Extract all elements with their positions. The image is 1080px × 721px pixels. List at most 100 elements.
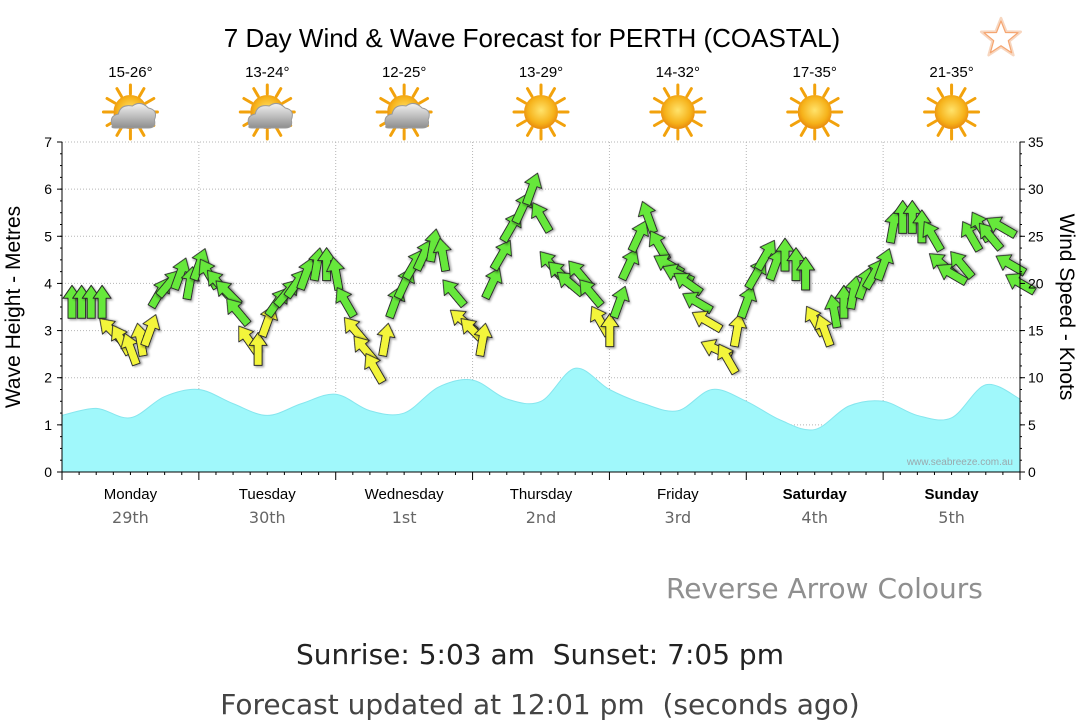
right-tick-label: 35 (1028, 134, 1044, 150)
x-tick-label-day: Friday (657, 486, 699, 503)
wind-arrow-shape (579, 279, 605, 309)
sun-ray (144, 97, 156, 105)
partly-cloudy-icon (101, 83, 159, 141)
x-tick-label-date: 29th (112, 508, 149, 527)
wind-arrow (579, 279, 605, 309)
wind-arrow (335, 287, 358, 319)
right-tick-labels: 0 5 10 15 20 25 30 35 (1020, 134, 1044, 480)
sunny-icon (923, 83, 981, 141)
wind-arrow-shape (912, 209, 932, 244)
sun-ray (926, 97, 938, 105)
cloud-shape (384, 102, 430, 129)
reverse-arrow-colours-link[interactable]: Reverse Arrow Colours (666, 572, 983, 605)
wind-arrow (376, 322, 396, 357)
wind-arrow (796, 256, 816, 291)
wind-arrow (248, 331, 268, 366)
right-tick-label: 30 (1028, 181, 1044, 197)
x-tick-label-date: 5th (938, 508, 965, 527)
sun-ray (685, 126, 693, 137)
sun-ray (799, 87, 808, 98)
wind-arrow-shape (682, 292, 714, 315)
wind-arrow-shape (873, 248, 894, 282)
wind-wave-chart: 7 Day Wind & Wave Forecast for PERTH (CO… (2, 16, 1078, 527)
sun-ray (662, 126, 671, 137)
partly-cloudy-icon (375, 83, 433, 141)
wind-arrow (986, 216, 1018, 239)
sun-ray (389, 126, 397, 137)
sun-ray (652, 119, 664, 127)
sun-ray (936, 87, 945, 98)
sun-disc (797, 95, 832, 129)
wind-arrow (995, 254, 1028, 277)
left-tick-label: 4 (44, 275, 52, 291)
wind-arrow-shape (248, 331, 268, 366)
left-tick-label: 1 (44, 417, 52, 433)
x-tick-label-date: 30th (249, 508, 286, 527)
cloud-shape (110, 102, 157, 129)
sun-ray (418, 97, 430, 105)
right-tick-label: 0 (1028, 464, 1036, 480)
wind-arrow-shape (376, 322, 396, 357)
wind-arrow-shape (950, 251, 976, 280)
sun-ray (105, 97, 117, 105)
wind-arrow-shape (627, 220, 649, 253)
right-tick-label: 5 (1028, 417, 1036, 433)
sun-ray (379, 97, 391, 105)
x-tick-label-day: Sunday (924, 486, 979, 503)
sun-ray (828, 119, 840, 127)
sun-ray (389, 87, 397, 98)
sun-ray (965, 119, 977, 127)
wind-arrow-shape (728, 313, 748, 348)
day-temp-range: 17-35° (793, 64, 837, 81)
wind-arrow-shape (618, 248, 640, 282)
left-tick-label: 0 (44, 464, 52, 480)
sun-ray (516, 97, 527, 105)
sun-ray (555, 119, 566, 127)
wind-arrow (92, 284, 112, 319)
sun-ray (548, 87, 556, 98)
wave-height-area (61, 367, 1021, 473)
sun-ray (789, 97, 801, 105)
sun-ray (822, 126, 830, 137)
sun-ray (822, 87, 830, 98)
right-tick-label: 15 (1028, 323, 1044, 339)
wind-arrows (62, 172, 1037, 385)
sun-ray (115, 87, 123, 98)
wind-arrow-shape (814, 314, 835, 348)
sun-ray (252, 87, 260, 98)
wind-arrow-shape (609, 285, 630, 320)
wind-arrow (627, 220, 649, 253)
x-tick-label-date: 3rd (665, 508, 692, 527)
sun-ray (959, 87, 967, 98)
sun-ray (828, 97, 840, 105)
wind-arrow-shape (600, 313, 620, 348)
y-axis-label-left: Wave Height - Metres (2, 206, 25, 408)
day-temp-range: 15-26° (108, 64, 152, 81)
wind-arrow-shape (995, 254, 1028, 277)
wind-arrow (922, 221, 945, 253)
forecast-updated-text: Forecast updated at 12:01 pm (seconds ag… (220, 688, 860, 721)
sun-ray (137, 87, 146, 98)
wind-arrow (364, 353, 387, 385)
sun-ray (411, 87, 420, 98)
sun-ray (789, 119, 801, 127)
x-tick-label-day: Saturday (783, 486, 848, 503)
favorite-star-icon[interactable] (979, 16, 1023, 57)
right-tick-label: 20 (1028, 275, 1044, 291)
day-temp-range: 14-32° (656, 64, 700, 81)
sun-ray (526, 87, 534, 98)
wind-arrow (226, 298, 252, 328)
wind-arrow (432, 237, 452, 273)
sunrise-sunset-text: Sunrise: 5:03 am Sunset: 7:05 pm (296, 638, 784, 671)
x-tick-label-day: Tuesday (239, 486, 296, 503)
wind-arrow (609, 285, 630, 320)
wind-arrow (912, 209, 932, 244)
sun-ray (115, 126, 123, 137)
wind-arrow-shape (986, 216, 1018, 239)
wind-arrow (140, 314, 161, 348)
x-tick-marks (61, 472, 1021, 480)
wind-arrow-shape (92, 284, 112, 319)
wind-arrow (618, 248, 640, 282)
cloud-shape (247, 102, 293, 129)
sun-ray (936, 126, 945, 137)
